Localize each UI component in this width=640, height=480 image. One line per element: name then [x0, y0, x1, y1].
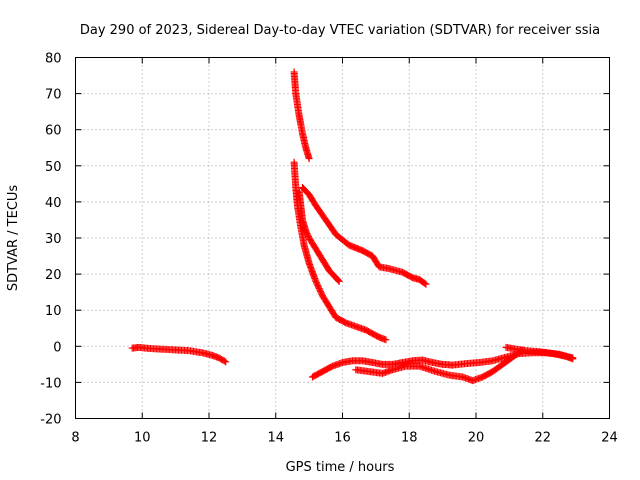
- y-tick-label: 20: [45, 268, 62, 283]
- y-tick-label: 80: [45, 52, 62, 67]
- y-tick-label: -10: [40, 376, 61, 391]
- data-point: [382, 336, 390, 344]
- y-tick-label: 0: [53, 340, 61, 355]
- x-tick-label: 20: [468, 431, 485, 446]
- y-tick-label: 60: [45, 124, 62, 139]
- series-pass-2: [290, 68, 313, 163]
- axis-ticks: 8 10 12 14 16 18 20 22 24 -20 -10 0 10 20 30 40 50 60 70 80: [40, 52, 618, 446]
- data-point: [220, 357, 228, 365]
- y-tick-label: 30: [45, 232, 62, 247]
- y-tick-label: -20: [40, 413, 61, 428]
- y-tick-label: 50: [45, 160, 62, 175]
- data-point: [335, 277, 343, 285]
- grid-lines: [75, 57, 610, 419]
- data-point: [421, 279, 429, 287]
- data-points: [128, 68, 577, 385]
- chart-title: Day 290 of 2023, Sidereal Day-to-day VTE…: [80, 23, 600, 38]
- y-axis-label: SDTVAR / TECUs: [6, 185, 21, 292]
- series-pass-4: [295, 187, 343, 285]
- x-tick-label: 16: [334, 431, 351, 446]
- x-tick-label: 24: [601, 431, 618, 446]
- y-tick-label: 70: [45, 88, 62, 103]
- series-pass-7: [352, 346, 527, 385]
- data-point: [334, 276, 342, 284]
- series-pass-1: [128, 343, 230, 366]
- y-tick-label: 40: [45, 196, 62, 211]
- x-axis-label: GPS time / hours: [286, 460, 395, 475]
- data-point: [422, 280, 430, 288]
- series-pass-5: [298, 183, 430, 288]
- x-tick-label: 18: [401, 431, 418, 446]
- data-point: [569, 355, 577, 363]
- y-tick-label: 10: [45, 304, 62, 319]
- x-tick-label: 8: [71, 431, 79, 446]
- x-tick-label: 10: [134, 431, 151, 446]
- series-pass-8: [502, 343, 577, 363]
- x-tick-label: 12: [201, 431, 218, 446]
- x-tick-label: 14: [267, 431, 284, 446]
- data-point: [222, 358, 230, 366]
- data-point: [305, 155, 313, 163]
- x-tick-label: 22: [534, 431, 551, 446]
